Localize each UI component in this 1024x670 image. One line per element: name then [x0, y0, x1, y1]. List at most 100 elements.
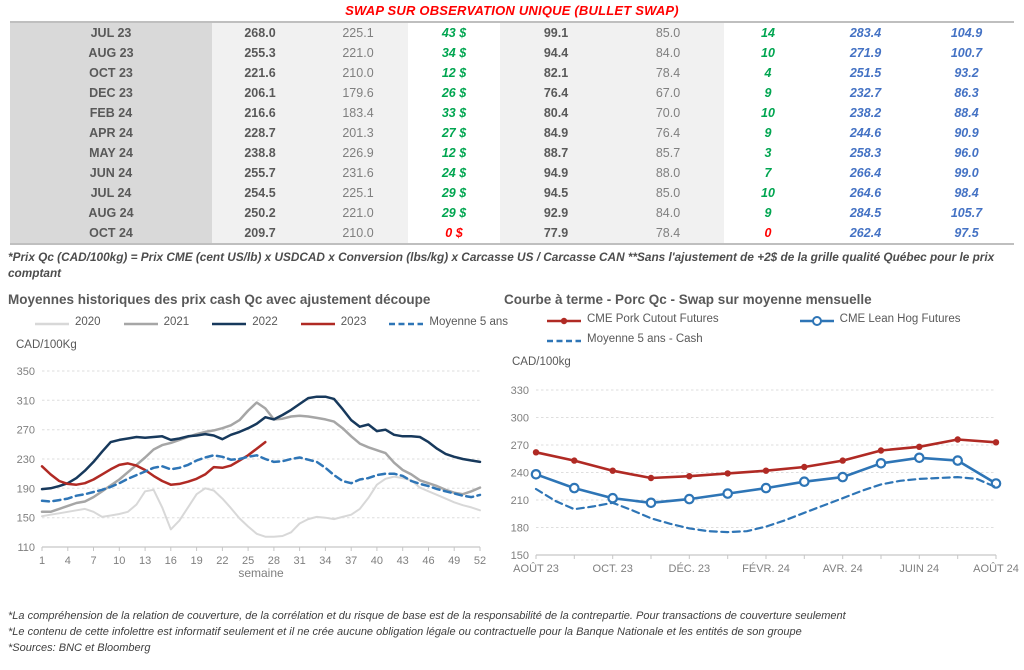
cell-value: 264.6	[812, 183, 919, 203]
legend-label: 2022	[252, 316, 278, 328]
line-swatch-icon	[34, 314, 70, 330]
y-tick-label: 150	[17, 513, 35, 525]
cell-value: 78.4	[612, 223, 724, 244]
cell-month: FEB 24	[10, 103, 212, 123]
table-row: OCT 23 221.6 210.0 12 $82.1 78.4 4 251.5 93.2	[10, 63, 1014, 83]
cell-value: 228.7	[212, 123, 308, 143]
swap-price-table: JUL 23 268.0 225.1 43 $99.1 85.0 14 283.4 104.9…	[10, 21, 1014, 245]
cell-value: 225.1	[308, 183, 408, 203]
cell-value: 99.1	[500, 22, 612, 43]
cell-month: AUG 23	[10, 43, 212, 63]
cell-value: 210.0	[308, 63, 408, 83]
x-tick-label: 52	[474, 555, 486, 567]
fwd-chart-legend-row1: CME Pork Cutout Futures CME Lean Hog Fut…	[546, 311, 1022, 327]
legend-label: Moyenne 5 ans - Cash	[587, 333, 703, 345]
cell-value: 254.5	[212, 183, 308, 203]
cell-value: 9	[724, 203, 812, 223]
x-tick-label: AOÛT 24	[973, 562, 1019, 575]
x-tick-label: 1	[39, 555, 45, 567]
cell-value: 3	[724, 143, 812, 163]
cell-value: 9	[724, 83, 812, 103]
historical-prices-chart-panel: Moyennes historiques des prix cash Qc av…	[6, 292, 508, 581]
data-point-marker	[801, 463, 808, 471]
cell-value: 238.2	[812, 103, 919, 123]
cell-value: 105.7	[919, 203, 1014, 223]
cell-value: 27 $	[408, 123, 500, 143]
data-point-marker	[877, 447, 885, 454]
legend-item-2023: 2023	[300, 314, 367, 330]
cell-value: 88.7	[500, 143, 612, 163]
cell-month: OCT 23	[10, 63, 212, 83]
cell-value: 84.0	[612, 203, 724, 223]
legend-item-2021: 2021	[123, 314, 189, 330]
cell-value: 262.4	[812, 223, 919, 244]
x-tick-label: FÉVR. 24	[742, 562, 790, 575]
data-point-marker	[952, 455, 963, 466]
legend-item-2022: 2022	[211, 314, 278, 330]
legend-label: 2023	[340, 316, 367, 328]
line-swatch-icon	[300, 314, 336, 330]
series-line-cme-lean-hog-futures	[534, 456, 998, 505]
x-axis-title: semaine	[238, 566, 284, 580]
table-body: JUL 23 268.0 225.1 43 $99.1 85.0 14 283.4 104.9…	[10, 22, 1014, 244]
cell-value: 92.9	[500, 203, 612, 223]
cell-value: 90.9	[919, 123, 1014, 143]
hist-y-axis-unit-label: CAD/100Kg	[16, 339, 77, 351]
cell-value: 85.0	[612, 22, 724, 43]
data-point-marker	[875, 458, 887, 469]
cell-value: 33 $	[408, 103, 500, 123]
cell-value: 86.3	[919, 83, 1014, 103]
marker-line-swatch-icon	[546, 311, 582, 327]
dashed-line-swatch-icon	[388, 314, 424, 330]
cell-value: 216.6	[212, 103, 308, 123]
cell-value: 84.9	[500, 123, 612, 143]
data-point-marker	[722, 488, 733, 499]
legend-label: CME Lean Hog Futures	[839, 313, 961, 325]
cell-month: JUN 24	[10, 163, 212, 183]
cell-value: 29 $	[408, 203, 500, 223]
data-point-marker	[684, 493, 695, 505]
x-tick-label: AVR. 24	[823, 563, 863, 575]
x-tick-label: 10	[113, 555, 125, 567]
cell-value: 238.8	[212, 143, 308, 163]
table-row: MAY 24 238.8 226.9 12 $88.7 85.7 3 258.3 96.0	[10, 143, 1014, 163]
cell-value: 104.9	[919, 22, 1014, 43]
cell-value: 12 $	[408, 63, 500, 83]
cell-value: 0 $	[408, 223, 500, 244]
cell-value: 255.7	[212, 163, 308, 183]
y-tick-label: 240	[511, 468, 529, 480]
cell-value: 284.5	[812, 203, 919, 223]
cell-value: 283.4	[812, 22, 919, 43]
cell-value: 76.4	[612, 123, 724, 143]
cell-value: 221.0	[308, 43, 408, 63]
data-point-marker	[607, 492, 618, 504]
series-line-2022	[40, 395, 482, 491]
table-row: JUL 23 268.0 225.1 43 $99.1 85.0 14 283.4 104.9	[10, 22, 1014, 43]
cell-value: 209.7	[212, 223, 308, 244]
x-tick-label: DÉC. 23	[669, 562, 711, 575]
cell-value: 96.0	[919, 143, 1014, 163]
y-tick-label: 230	[17, 454, 35, 466]
table-footnote: *Prix Qc (CAD/100kg) = Prix CME (cent US…	[8, 250, 995, 280]
data-point-marker	[569, 482, 580, 494]
y-tick-label: 110	[17, 542, 35, 554]
y-tick-label: 350	[17, 366, 35, 378]
x-tick-label: 19	[190, 555, 202, 567]
table-row: APR 24 228.7 201.3 27 $84.9 76.4 9 244.6 90.9	[10, 123, 1014, 143]
data-point-marker	[762, 467, 770, 474]
cell-value: 221.0	[308, 203, 408, 223]
cell-value: 98.4	[919, 183, 1014, 203]
legend-label: 2020	[75, 316, 101, 328]
data-point-marker	[916, 443, 923, 450]
legend-item-2020: 2020	[34, 314, 101, 330]
cell-value: 250.2	[212, 203, 308, 223]
cell-value: 94.5	[500, 183, 612, 203]
table-row: JUN 24 255.7 231.6 24 $94.9 88.0 7 266.4 99.0	[10, 163, 1014, 183]
cell-value: 10	[724, 183, 812, 203]
page-title: SWAP SUR OBSERVATION UNIQUE (BULLET SWAP…	[345, 3, 679, 18]
data-point-marker	[837, 471, 848, 483]
cell-value: 12 $	[408, 143, 500, 163]
cell-value: 93.2	[919, 63, 1014, 83]
cell-month: JUL 23	[10, 22, 212, 43]
x-tick-label: 22	[216, 555, 228, 567]
